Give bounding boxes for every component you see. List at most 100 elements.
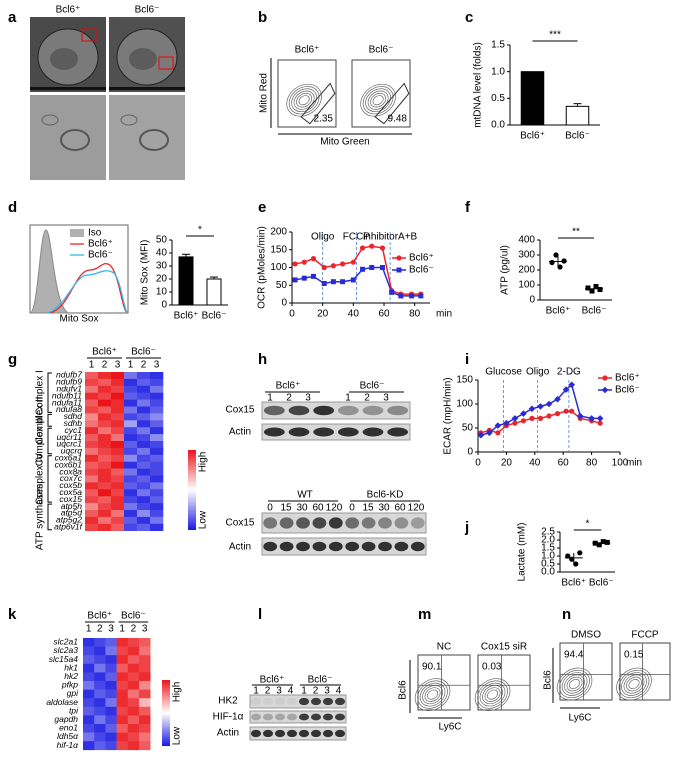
heatmap-cell [111,489,125,497]
heatmap-cell [105,646,117,656]
gate-value: 2.35 [314,114,334,125]
plot-title: Bcl6⁻ [369,45,394,56]
group-label: Bcl6⁻ [131,347,156,358]
lane-number: 1 [267,393,273,404]
heatmap-cell [111,503,125,511]
band [334,713,346,721]
gene-label: sdhd [64,411,83,421]
blot-label: HK2 [218,696,238,707]
heatmap-cell [111,420,125,428]
band [310,697,322,706]
point [503,419,510,427]
heatmap-cell [85,516,99,525]
point [512,420,518,426]
significance: * [198,225,202,236]
point [350,259,356,265]
heatmap-cell [124,516,138,525]
band [345,541,360,552]
lane-number: 2 [364,393,370,404]
heatmap-cell [124,489,138,497]
heatmap-cell [137,510,151,518]
heatmap-cell [111,461,125,469]
complex-bracket [47,427,52,455]
heatmap-cell [83,638,95,647]
point [359,245,366,251]
heatmap-cell [94,655,106,665]
heatmap-cell [83,741,95,751]
series-line [294,266,421,297]
heatmap-cell [137,420,151,428]
blot [249,710,347,724]
contour [414,678,451,711]
point [369,243,375,249]
heatmap-cell [124,496,138,504]
heatmap-cell [137,406,151,414]
scale-bar [109,87,185,90]
heatmap-cell [94,689,106,699]
gene-label: hk1 [64,662,78,672]
axis-label: Mito Green [320,137,369,148]
heatmap-cell [150,427,164,435]
sample-number: 1 [89,360,95,371]
contour [291,88,317,113]
gate-value: 0.15 [624,650,644,661]
heatmap-cell [150,482,164,490]
gene-label: pfkp [61,680,78,690]
heatmap-cell [139,681,151,690]
plot-title: FCCP [631,630,659,641]
heatmap-cell [85,392,99,400]
heatmap-cell [83,663,95,673]
heatmap-cell [150,385,164,393]
heatmap-cell [83,724,95,733]
point [301,259,307,265]
heatmap-cell [98,489,112,497]
point [553,252,559,258]
y-tick-label: 0.0 [491,120,505,131]
group-label: Bcl6⁺ [276,381,301,392]
heatmap-cell [150,510,164,518]
point [597,287,603,292]
panel-label: n [562,606,571,623]
x-unit: min [626,458,642,469]
heatmap-cell [111,385,125,393]
heatmap-cell [150,378,164,387]
heatmap-cell [94,646,106,656]
sample-number: 2 [97,624,103,635]
heatmap-cell [98,461,112,469]
heatmap-cell [137,385,151,393]
band [250,697,262,706]
heatmap-cell [150,454,164,462]
sample-number: 3 [154,360,160,371]
x-tick-label: Bcl6⁺ [561,578,586,589]
lane-number: 15 [362,503,374,514]
gene-label: ndufb9 [56,377,82,387]
group-label: Bcl6⁺ [260,675,285,686]
image-title: Bcl6⁻ [135,5,160,16]
point [596,415,604,422]
band [322,713,334,721]
contour [370,92,387,108]
heatmap-cell [83,698,95,708]
sample-number: 3 [108,624,114,635]
panel-label: a [8,9,17,26]
heatmap-cell [127,681,140,690]
heatmap-cell [139,724,151,733]
axis-label: Mito Sox [60,314,99,325]
contour [427,689,439,700]
band [250,729,262,738]
gate [374,82,410,125]
y-tick-label: 200 [270,227,287,238]
heatmap-cell [137,447,151,456]
bar [206,278,222,306]
y-axis-label: ATP (pg/ul) [500,245,511,295]
band [263,541,278,552]
axis-label: Ly6C [569,713,592,724]
heatmap-cell [116,724,129,733]
event-label: inhibitorA+B [363,232,418,243]
event-label: 2-DG [557,367,581,378]
point [477,431,485,439]
heatmap-cell [124,378,138,387]
heatmap-cell [124,385,138,393]
heatmap-cell [111,510,125,518]
heatmap-cell [105,638,117,647]
